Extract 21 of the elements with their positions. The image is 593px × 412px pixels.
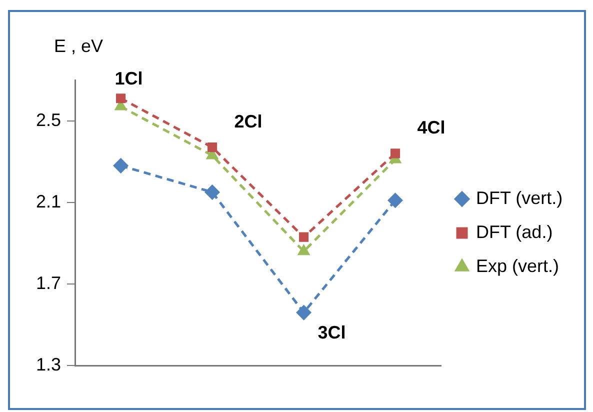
legend-label: Exp (vert.) [476,256,560,276]
point [296,305,312,320]
annotation: 1Cl [114,68,143,88]
annotation: 2Cl [234,111,262,132]
y-tick-label: 1.3 [36,354,62,375]
point [114,158,128,173]
annotation: 3Cl [318,322,346,343]
point [116,94,126,104]
y-axis-title: E , eV [54,36,104,56]
point [205,184,220,200]
point [388,193,403,208]
annotation: 4Cl [417,117,446,138]
y-tick-label: 2.5 [36,110,62,130]
y-tick-label: 1.7 [36,272,62,293]
point [298,245,310,256]
point [390,148,400,158]
legend-label: DFT (vert.) [476,188,563,208]
y-tick-label: 2.1 [36,191,62,212]
point [207,142,218,152]
point [298,232,309,242]
legend-label: DFT (ad.) [476,222,553,242]
